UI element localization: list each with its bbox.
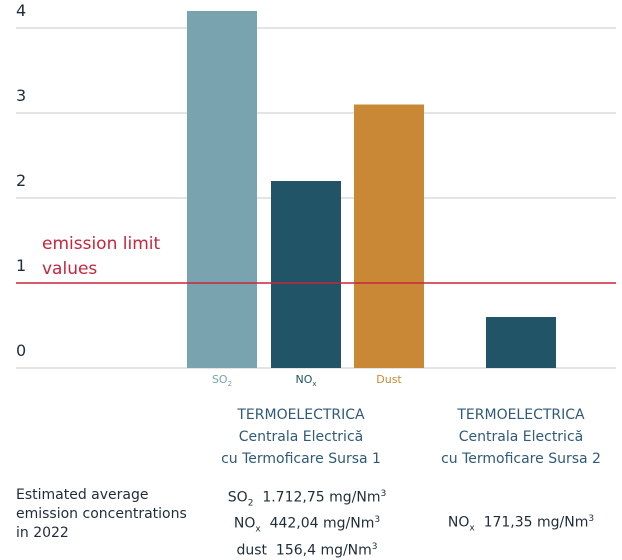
category-label: SO2 bbox=[211, 373, 233, 389]
emission-values: NOx 171,35 mg/Nm3 bbox=[411, 511, 622, 537]
bar bbox=[486, 317, 556, 368]
threshold-label: emission limit values bbox=[42, 234, 161, 279]
bar bbox=[271, 181, 341, 368]
y-tick-label: 0 bbox=[16, 341, 27, 360]
y-tick-label: 2 bbox=[16, 171, 27, 190]
emission-row: dust 156,4 mg/Nm3 bbox=[236, 541, 378, 559]
emission-row: NOx 442,04 mg/Nm3 bbox=[233, 515, 381, 535]
bar bbox=[354, 104, 424, 368]
category-label: NOx bbox=[295, 373, 317, 389]
caption-line-1: Estimated average bbox=[16, 487, 149, 503]
y-tick-label: 3 bbox=[16, 86, 27, 105]
bars bbox=[187, 11, 556, 368]
chart-area bbox=[16, 11, 616, 369]
emission-values: SO2 1.712,75 mg/Nm3 NOx 442,04 mg/Nm3 dust… bbox=[197, 486, 417, 560]
bar bbox=[187, 11, 257, 368]
emission-row: NOx 171,35 mg/Nm3 bbox=[447, 514, 595, 534]
plant-label: TERMOELECTRICA Centrala Electrică cu Termo… bbox=[441, 407, 601, 467]
plant-label: TERMOELECTRICA Centrala Electrică cu Termo… bbox=[221, 407, 381, 467]
caption-line-3: in 2022 bbox=[16, 525, 69, 541]
emission-row: SO2 1.712,75 mg/Nm3 bbox=[227, 489, 387, 509]
caption: Estimated average emission concentration… bbox=[16, 486, 187, 543]
y-tick-label: 1 bbox=[16, 256, 27, 275]
caption-line-2: emission concentrations bbox=[16, 506, 187, 522]
category-label: Dust bbox=[376, 373, 402, 386]
y-tick-label: 4 bbox=[16, 1, 27, 20]
